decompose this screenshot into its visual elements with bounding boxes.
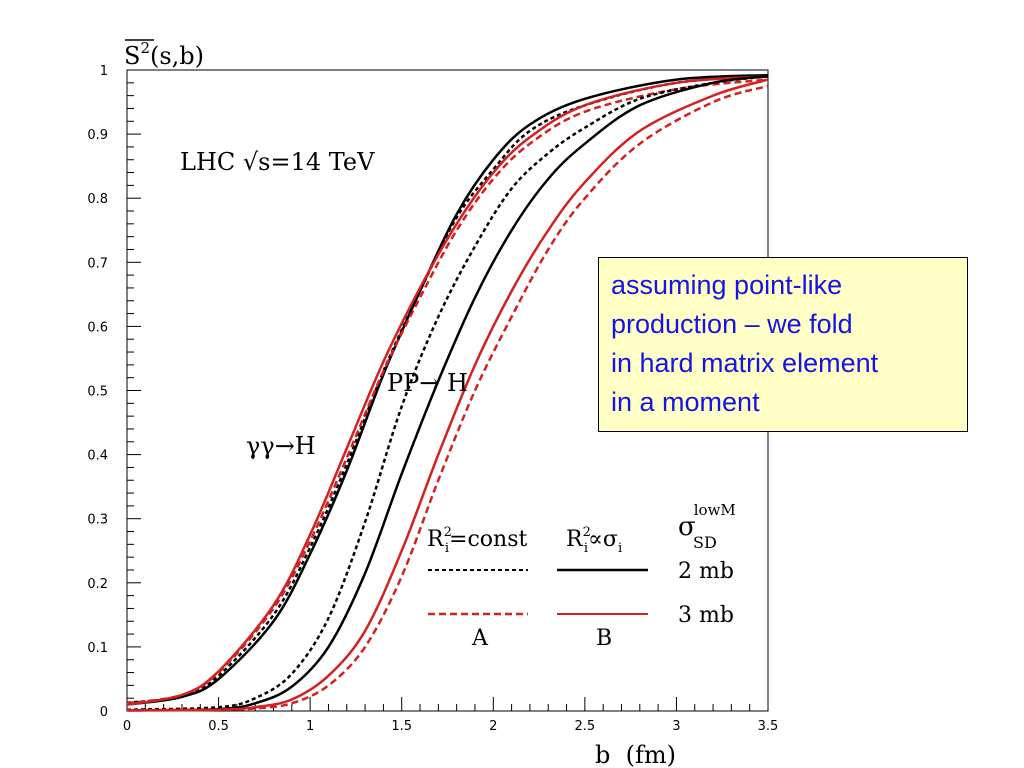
legend-col-a-header: R2 i=const (427, 525, 527, 556)
legend-label-b: B (596, 626, 612, 651)
series-line-6 (126, 75, 769, 712)
y-tick-label: 0.7 (87, 256, 108, 271)
y-tick-label: 0.8 (87, 192, 108, 207)
note-line-3: in hard matrix element (611, 348, 879, 378)
y-label-sup: 2 (140, 39, 150, 57)
legend-2mb-label: 2 mb (678, 559, 734, 584)
series-line-5 (126, 75, 769, 711)
x-tick-label: 3.5 (758, 719, 779, 734)
x-tick-label: 2 (489, 719, 497, 734)
x-tick-label: 0.5 (208, 719, 229, 734)
series-line-7 (126, 84, 769, 712)
y-tick-label: 0.4 (87, 449, 108, 464)
x-tick-label: 3 (672, 719, 680, 734)
legend-3mb-label: 3 mb (678, 603, 734, 628)
x-tick-label: 1.5 (391, 719, 412, 734)
series-line-8 (126, 78, 769, 712)
note-line-2: production – we fold (611, 309, 853, 339)
y-tick-label: 0.6 (87, 320, 108, 335)
x-tick-label: 1 (306, 719, 314, 734)
y-tick-label: 0 (100, 705, 108, 720)
y-label-args: (s,b) (150, 42, 204, 70)
pomeron-process-label: PP→ H (387, 369, 468, 397)
legend-col-c-header: σlowM (678, 501, 736, 542)
legend-col-b-header: R2 i∝σi (566, 525, 622, 556)
y-label-base: S (124, 42, 140, 70)
axis-ticks: 0 0.1 0.2 0.3 0.4 0.5 0.6 0.7 0.8 0.9 1 0 0.5 1 1.5 2 2.… (87, 64, 778, 734)
note-line-4: in a moment (611, 387, 760, 417)
energy-annotation: LHC √s=14 TeV (180, 148, 375, 176)
y-tick-label: 1 (100, 64, 108, 79)
gamma-process-label: γγ→H (246, 432, 316, 460)
y-axis-label: S2(s,b) (124, 39, 204, 70)
legend-col-c-sub: SD (693, 533, 717, 552)
x-tick-label: 0 (123, 719, 131, 734)
x-axis-label: b (fm) (595, 741, 676, 768)
series-line-4 (126, 75, 769, 706)
y-tick-label: 0.3 (87, 513, 108, 528)
y-tick-label: 0.1 (87, 641, 108, 656)
legend-label-a: A (471, 626, 489, 651)
curves (126, 73, 769, 712)
y-tick-label: 0.5 (87, 385, 108, 400)
legend: R2 i=const R2 i∝σi σlowM SD 2 mb 3 mb A B (427, 501, 736, 651)
y-tick-label: 0.2 (87, 577, 108, 592)
x-tick-label: 2.5 (575, 719, 596, 734)
y-tick-label: 0.9 (87, 128, 108, 143)
note-line-1: assuming point-like (611, 270, 843, 300)
note-box: assuming point-like production – we fold… (598, 257, 968, 432)
